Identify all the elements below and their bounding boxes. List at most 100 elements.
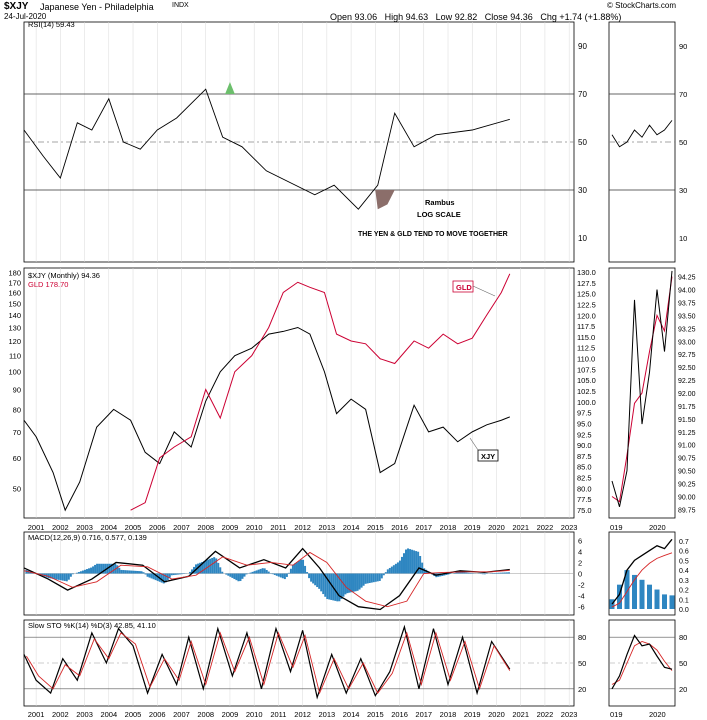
macd-histogram-bar: [132, 570, 135, 574]
macd-histogram-bar: [168, 573, 171, 578]
macd-tick-label: 2: [578, 558, 582, 567]
side-macd-signal-line: [611, 552, 673, 608]
macd-histogram-bar: [263, 568, 266, 574]
macd-histogram-bar: [465, 572, 468, 574]
open-value: 93.06: [354, 12, 378, 22]
macd-histogram-bar: [392, 565, 395, 574]
macd-histogram-bar: [71, 573, 74, 575]
x-tick-label: 2012: [294, 523, 311, 532]
macd-histogram-bar: [326, 573, 329, 600]
side-sto-k-line: [611, 634, 673, 690]
macd-histogram-bar: [53, 573, 56, 580]
x-tick-label: 2006: [149, 710, 166, 719]
macd-histogram-bar: [362, 573, 365, 586]
x-tick-label: 2013: [319, 710, 336, 719]
macd-histogram-bar: [495, 572, 498, 574]
macd-histogram-bar: [300, 559, 303, 574]
side-price-tick: 93.25: [678, 326, 696, 333]
right-axis-tick: 110.0: [577, 355, 595, 364]
macd-histogram-bar: [118, 567, 121, 574]
macd-histogram-bar: [320, 573, 323, 592]
macd-histogram-bar: [104, 563, 107, 574]
side-macd-tick: 0.1: [679, 597, 689, 604]
rsi-tick-label: 90: [578, 42, 587, 51]
macd-histogram-bar: [59, 573, 62, 581]
macd-histogram-bar: [318, 573, 321, 589]
side-macd-tick: 0.3: [679, 578, 689, 585]
right-axis-tick: 130.0: [577, 268, 596, 277]
x-tick-label: 2009: [222, 710, 239, 719]
macd-histogram-bar: [162, 573, 165, 584]
side-macd-tick: 0.6: [679, 549, 689, 556]
macd-histogram-bar: [45, 573, 48, 578]
side-x-tick-label: 2020: [649, 523, 666, 532]
macd-histogram-bar: [380, 573, 383, 579]
x-tick-label: 2012: [294, 710, 311, 719]
side-sto-tick: 20: [679, 685, 687, 694]
macd-histogram-bar: [209, 558, 212, 574]
side-price-panel-frame: [608, 267, 676, 519]
macd-histogram-bar: [154, 573, 157, 581]
macd-histogram-bar: [505, 572, 508, 574]
side-macd-histogram-bar: [624, 570, 630, 609]
side-rsi-tick: 30: [679, 186, 687, 195]
macd-histogram-bar: [384, 572, 387, 574]
x-tick-label: 2017: [415, 523, 432, 532]
macd-histogram-bar: [497, 572, 500, 574]
macd-histogram-bar: [69, 573, 72, 577]
macd-histogram-bar: [92, 566, 95, 574]
side-macd-histogram-bar: [647, 584, 652, 609]
side-price-tick: 92.75: [678, 352, 696, 359]
macd-histogram-bar: [47, 573, 50, 579]
macd-histogram-bar: [221, 571, 224, 574]
macd-histogram-bar: [110, 563, 113, 574]
macd-histogram-bar: [130, 570, 133, 574]
macd-histogram-bar: [376, 573, 379, 582]
macd-histogram-bar: [140, 571, 143, 574]
x-tick-label: 2004: [100, 523, 117, 532]
x-tick-label: 2016: [391, 523, 408, 532]
macd-histogram-bar: [342, 573, 345, 597]
x-tick-label: 2023: [561, 710, 578, 719]
macd-histogram-bar: [108, 563, 111, 574]
right-axis-tick: 85.0: [577, 463, 592, 472]
macd-histogram-bar: [201, 561, 204, 574]
macd-histogram-bar: [102, 563, 105, 574]
macd-histogram-bar: [388, 567, 391, 574]
macd-tick-label: -4: [578, 592, 585, 601]
annotation-log-scale: LOG SCALE: [417, 210, 461, 219]
chg-label: Chg: [540, 12, 557, 22]
chg-value: +1.74 (+1.88%): [559, 12, 622, 22]
macd-histogram-bar: [459, 571, 462, 574]
price-panel-frame: [23, 267, 575, 519]
side-rsi-tick: 50: [679, 138, 687, 147]
x-tick-label: 2023: [561, 523, 578, 532]
high-label: High: [384, 12, 404, 22]
x-tick-label: 2001: [28, 523, 45, 532]
macd-histogram-bar: [63, 573, 66, 581]
macd-histogram-bar: [352, 573, 355, 592]
macd-histogram-bar: [235, 573, 238, 581]
macd-histogram-bar: [285, 573, 288, 577]
macd-histogram-bar: [493, 572, 496, 574]
x-tick-label: 2019: [464, 523, 481, 532]
side-macd-histogram-bar: [639, 579, 645, 609]
macd-histogram-bar: [243, 573, 246, 577]
macd-histogram-bar: [233, 573, 236, 580]
right-axis-tick: 97.5: [577, 409, 592, 418]
macd-histogram-bar: [400, 556, 403, 574]
x-tick-label: 2005: [125, 710, 142, 719]
x-tick-label: 2011: [270, 710, 286, 719]
sto-tick-label: 20: [578, 685, 586, 694]
macd-histogram-bar: [507, 572, 510, 574]
macd-histogram-bar: [461, 571, 464, 574]
macd-tick-label: 4: [578, 547, 582, 556]
symbol: $XJY: [4, 1, 29, 12]
side-macd-line: [611, 538, 673, 605]
macd-histogram-bar: [150, 573, 153, 579]
macd-histogram-bar: [275, 573, 278, 576]
side-price-tick: 92.25: [678, 378, 696, 385]
macd-histogram-bar: [445, 573, 448, 575]
macd-histogram-bar: [277, 573, 280, 577]
macd-histogram-bar: [172, 573, 175, 576]
